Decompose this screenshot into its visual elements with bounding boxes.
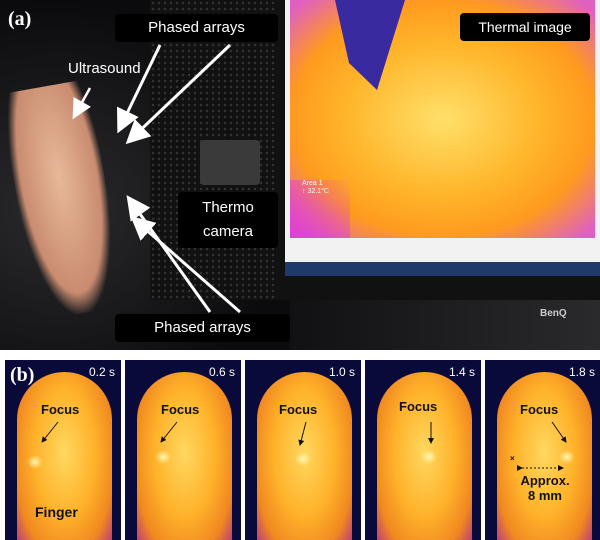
thermal-frame: 1.0 s Focus xyxy=(245,360,361,540)
focus-hotspot xyxy=(559,450,575,464)
focus-label: Focus xyxy=(520,402,559,417)
panel-a-photo: Area 1 ↑ 32.1°C BenQ (a) Phased arrays Ul… xyxy=(0,0,600,350)
focus-arrows: × xyxy=(41,421,567,471)
label-ultrasound: Ultrasound xyxy=(68,60,141,77)
arrow-bottom-2 xyxy=(130,216,241,314)
screen-taskbar xyxy=(285,262,600,276)
focus-hotspot xyxy=(421,450,437,464)
distance-label: Approx. 8 mm xyxy=(520,473,570,503)
thermo-camera-device xyxy=(200,140,260,185)
focus-hotspot xyxy=(155,450,171,464)
frame-time: 1.4 s xyxy=(448,365,475,379)
finger-thermal xyxy=(137,372,232,540)
panel-label-a: (a) xyxy=(8,8,32,30)
screen-area-readout: Area 1 ↑ 32.1°C xyxy=(302,180,329,196)
label-phased-arrays-top: Phased arrays xyxy=(115,14,278,42)
frame-time: 1.0 s xyxy=(328,365,355,379)
frame-time: 0.2 s xyxy=(88,365,115,379)
arrow-top-1 xyxy=(117,44,162,134)
thermal-edge-region xyxy=(290,180,350,238)
annotation-arrows xyxy=(72,43,241,314)
panel-label-b: (b) xyxy=(10,364,35,386)
arrow-top-2 xyxy=(125,43,232,145)
label-thermo-camera: Thermo camera xyxy=(178,192,278,248)
thermal-frame: 0.6 s Focus xyxy=(125,360,241,540)
focus-label: Focus xyxy=(279,402,318,417)
monitor-brand-logo: BenQ xyxy=(540,308,567,319)
label-thermal-image: Thermal image xyxy=(460,13,590,41)
arrow-ultrasound xyxy=(72,87,92,120)
focus-label: Focus xyxy=(161,402,200,417)
panel-b-thermal-sequence: 0.2 s Focus Finger 0.6 s Focus 1.0 s Foc… xyxy=(0,360,600,540)
thermal-frame: 0.2 s Focus Finger xyxy=(5,360,121,540)
area-label: Area 1 xyxy=(302,180,323,187)
finger-thermal xyxy=(497,372,592,540)
label-phased-arrays-bottom: Phased arrays xyxy=(115,314,290,342)
thermal-frame: 1.4 s Focus xyxy=(365,360,481,540)
focus-label: Focus xyxy=(41,402,80,417)
frame-time: 1.8 s xyxy=(568,365,595,379)
focus-hotspot xyxy=(27,455,43,469)
focus-label: Focus xyxy=(399,399,438,414)
finger-label: Finger xyxy=(35,504,78,520)
focus-hotspot xyxy=(295,452,311,466)
origin-marker: × xyxy=(510,454,515,463)
frame-time: 0.6 s xyxy=(208,365,235,379)
area-temp: ↑ 32.1°C xyxy=(302,188,329,195)
thermal-frame: 1.8 s Focus Approx. 8 mm xyxy=(485,360,600,540)
